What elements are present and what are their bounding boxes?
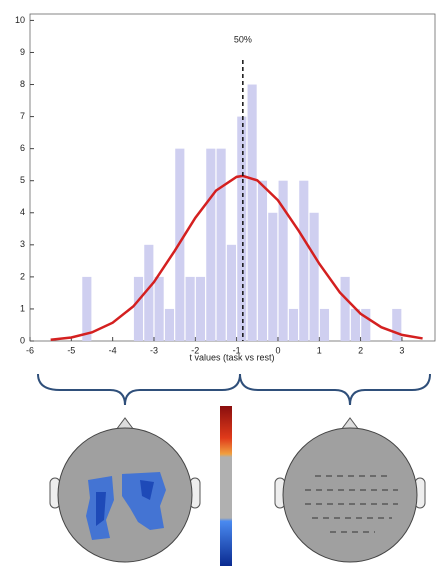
bar [237,117,246,341]
y-tick-label: 0 [20,335,25,345]
x-tick-label: -4 [109,345,117,355]
brace-left [38,374,240,405]
bar [351,309,360,341]
chart: t values (task vs rest) 012345678910-6-5… [0,0,440,578]
y-tick-label: 8 [20,79,25,89]
bar [320,309,329,341]
bar [82,277,91,341]
bar [196,277,205,341]
bar [299,181,308,341]
page: t values (task vs rest) 012345678910-6-5… [0,0,440,583]
x-tick-label: 1 [317,345,322,355]
x-tick-label: -6 [26,345,34,355]
bar [217,149,226,341]
head-right [275,418,425,562]
x-tick-label: 3 [399,345,404,355]
colorbar [220,406,232,566]
bar [186,277,195,341]
bar [165,309,174,341]
bar [392,309,401,341]
y-tick-label: 1 [20,303,25,313]
bar [227,245,236,341]
brace-right [240,374,430,405]
y-tick-label: 2 [20,271,25,281]
x-tick-label: -2 [191,345,199,355]
bar [310,213,319,341]
bar [206,149,215,341]
y-tick-label: 4 [20,207,25,217]
y-tick-label: 5 [20,175,25,185]
x-tick-label: 0 [275,345,280,355]
y-tick-label: 9 [20,47,25,57]
bar [248,85,257,341]
bar [341,277,350,341]
bar [268,213,277,341]
median-label: 50% [234,34,252,44]
y-tick-label: 6 [20,143,25,153]
x-tick-label: -5 [67,345,75,355]
x-tick-label: -3 [150,345,158,355]
bar [289,309,298,341]
y-tick-label: 10 [15,15,25,25]
y-tick-label: 3 [20,239,25,249]
x-tick-label: -1 [233,345,241,355]
x-tick-label: 2 [358,345,363,355]
y-tick-label: 7 [20,111,25,121]
bar [134,277,143,341]
bar [258,181,267,341]
bar [155,277,164,341]
head-left [50,418,200,562]
